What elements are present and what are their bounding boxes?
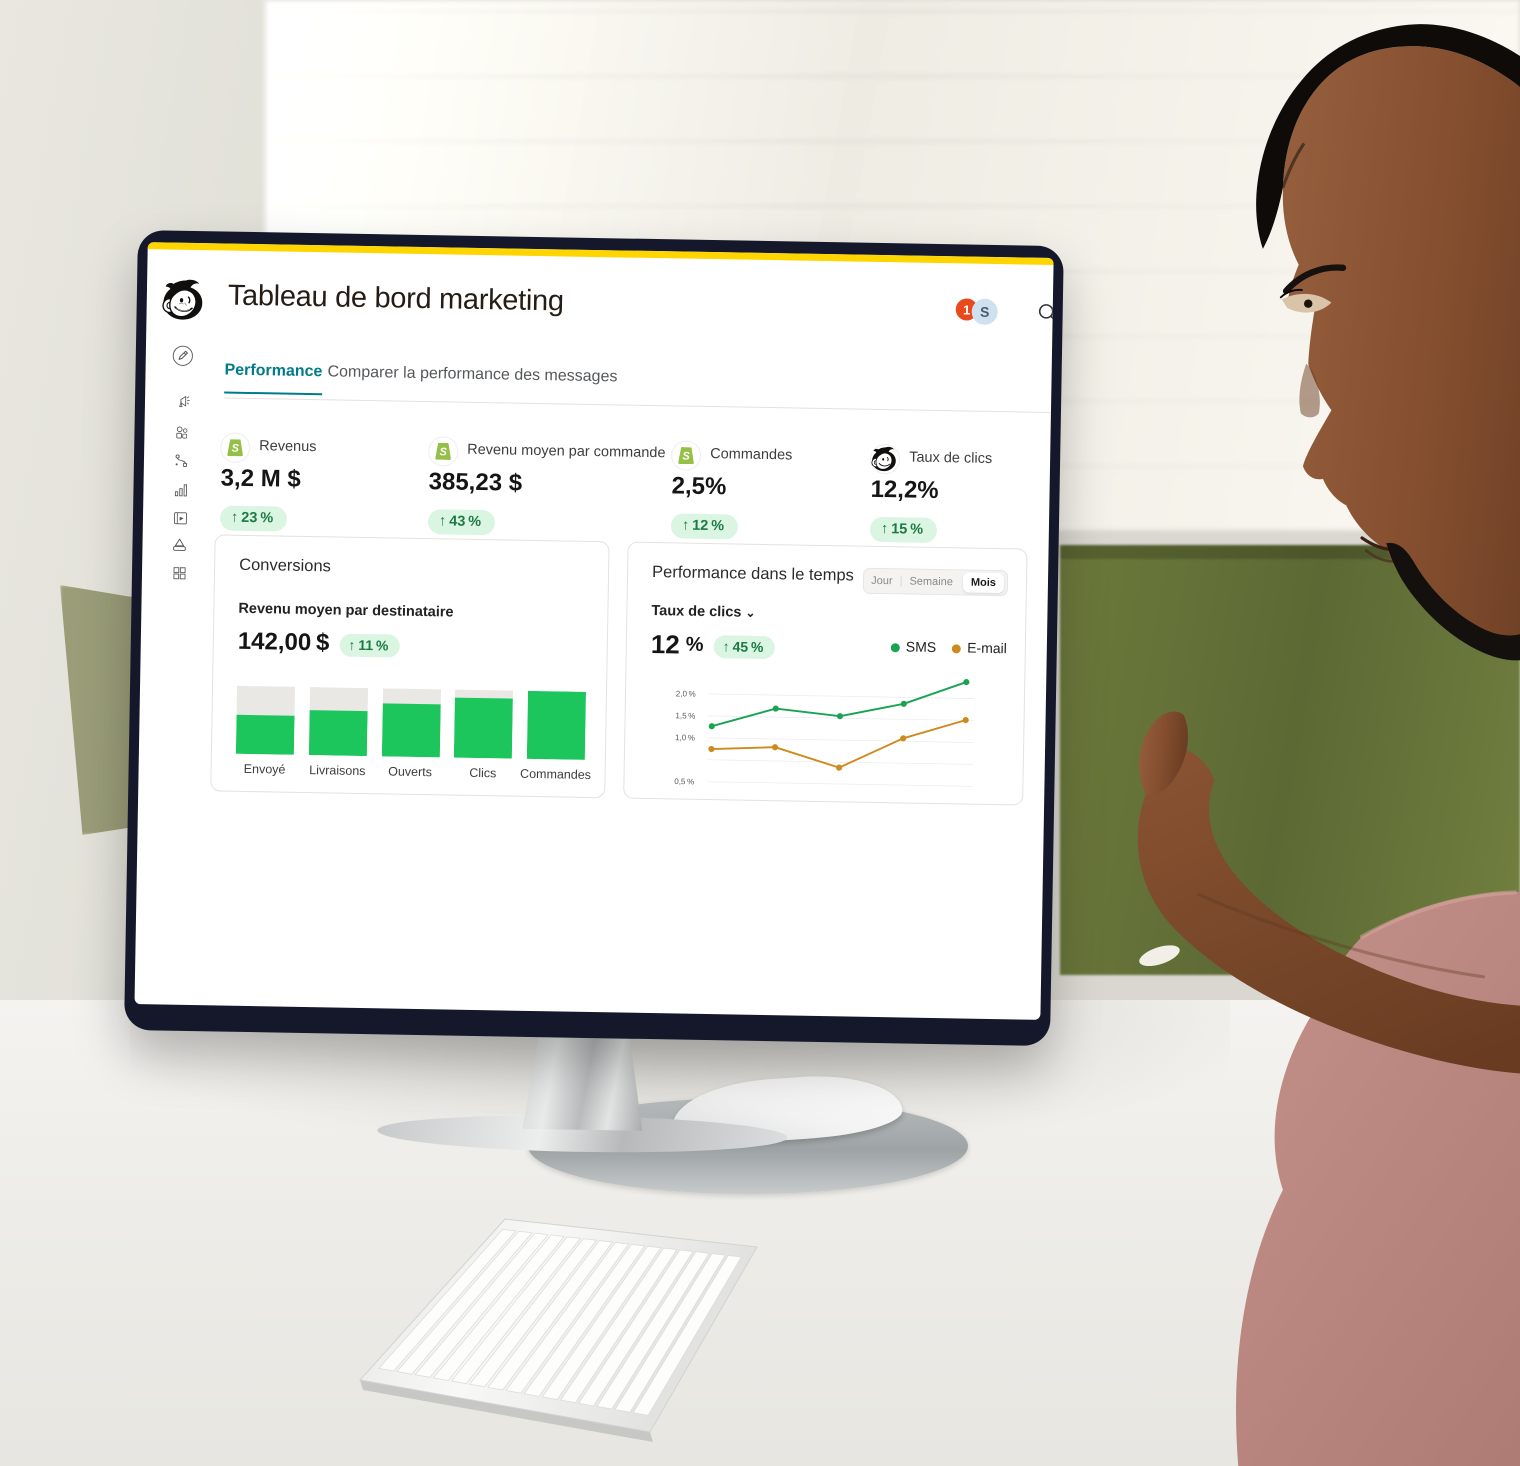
- svg-text:1,5 %: 1,5 %: [675, 711, 695, 720]
- svg-text:2,0 %: 2,0 %: [676, 689, 696, 698]
- svg-text:1,0 %: 1,0 %: [675, 733, 695, 742]
- svg-text:0,5 %: 0,5 %: [674, 777, 694, 786]
